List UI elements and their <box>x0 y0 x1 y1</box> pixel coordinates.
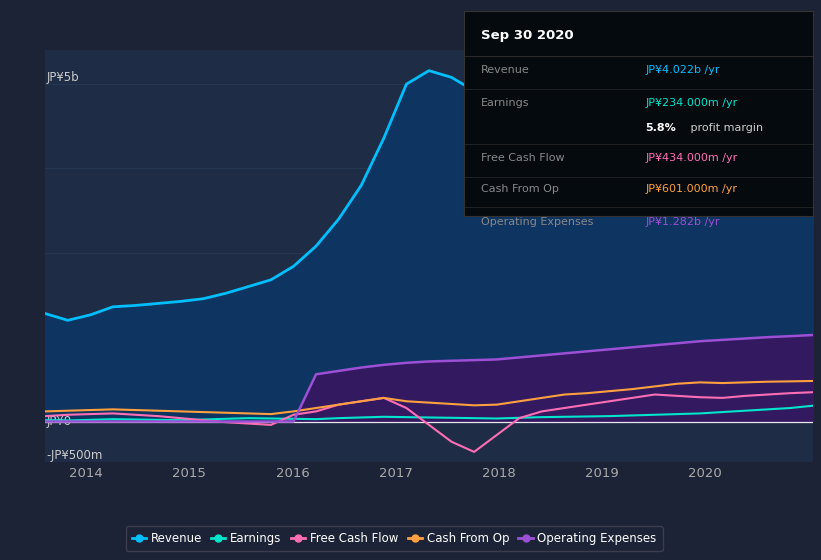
Text: JP¥1.282b /yr: JP¥1.282b /yr <box>645 217 720 227</box>
Text: JP¥234.000m /yr: JP¥234.000m /yr <box>645 98 737 108</box>
Text: Free Cash Flow: Free Cash Flow <box>481 153 565 164</box>
Text: JP¥0: JP¥0 <box>47 415 71 428</box>
Text: Cash From Op: Cash From Op <box>481 184 559 194</box>
Legend: Revenue, Earnings, Free Cash Flow, Cash From Op, Operating Expenses: Revenue, Earnings, Free Cash Flow, Cash … <box>126 526 663 551</box>
Text: Revenue: Revenue <box>481 66 530 76</box>
Text: Sep 30 2020: Sep 30 2020 <box>481 29 574 42</box>
Text: JP¥4.022b /yr: JP¥4.022b /yr <box>645 66 720 76</box>
Text: JP¥601.000m /yr: JP¥601.000m /yr <box>645 184 737 194</box>
Text: 5.8%: 5.8% <box>645 123 676 133</box>
Text: JP¥434.000m /yr: JP¥434.000m /yr <box>645 153 737 164</box>
Text: profit margin: profit margin <box>687 123 764 133</box>
Text: Operating Expenses: Operating Expenses <box>481 217 594 227</box>
Text: -JP¥500m: -JP¥500m <box>47 449 103 462</box>
Text: JP¥5b: JP¥5b <box>47 71 80 84</box>
Text: Earnings: Earnings <box>481 98 530 108</box>
